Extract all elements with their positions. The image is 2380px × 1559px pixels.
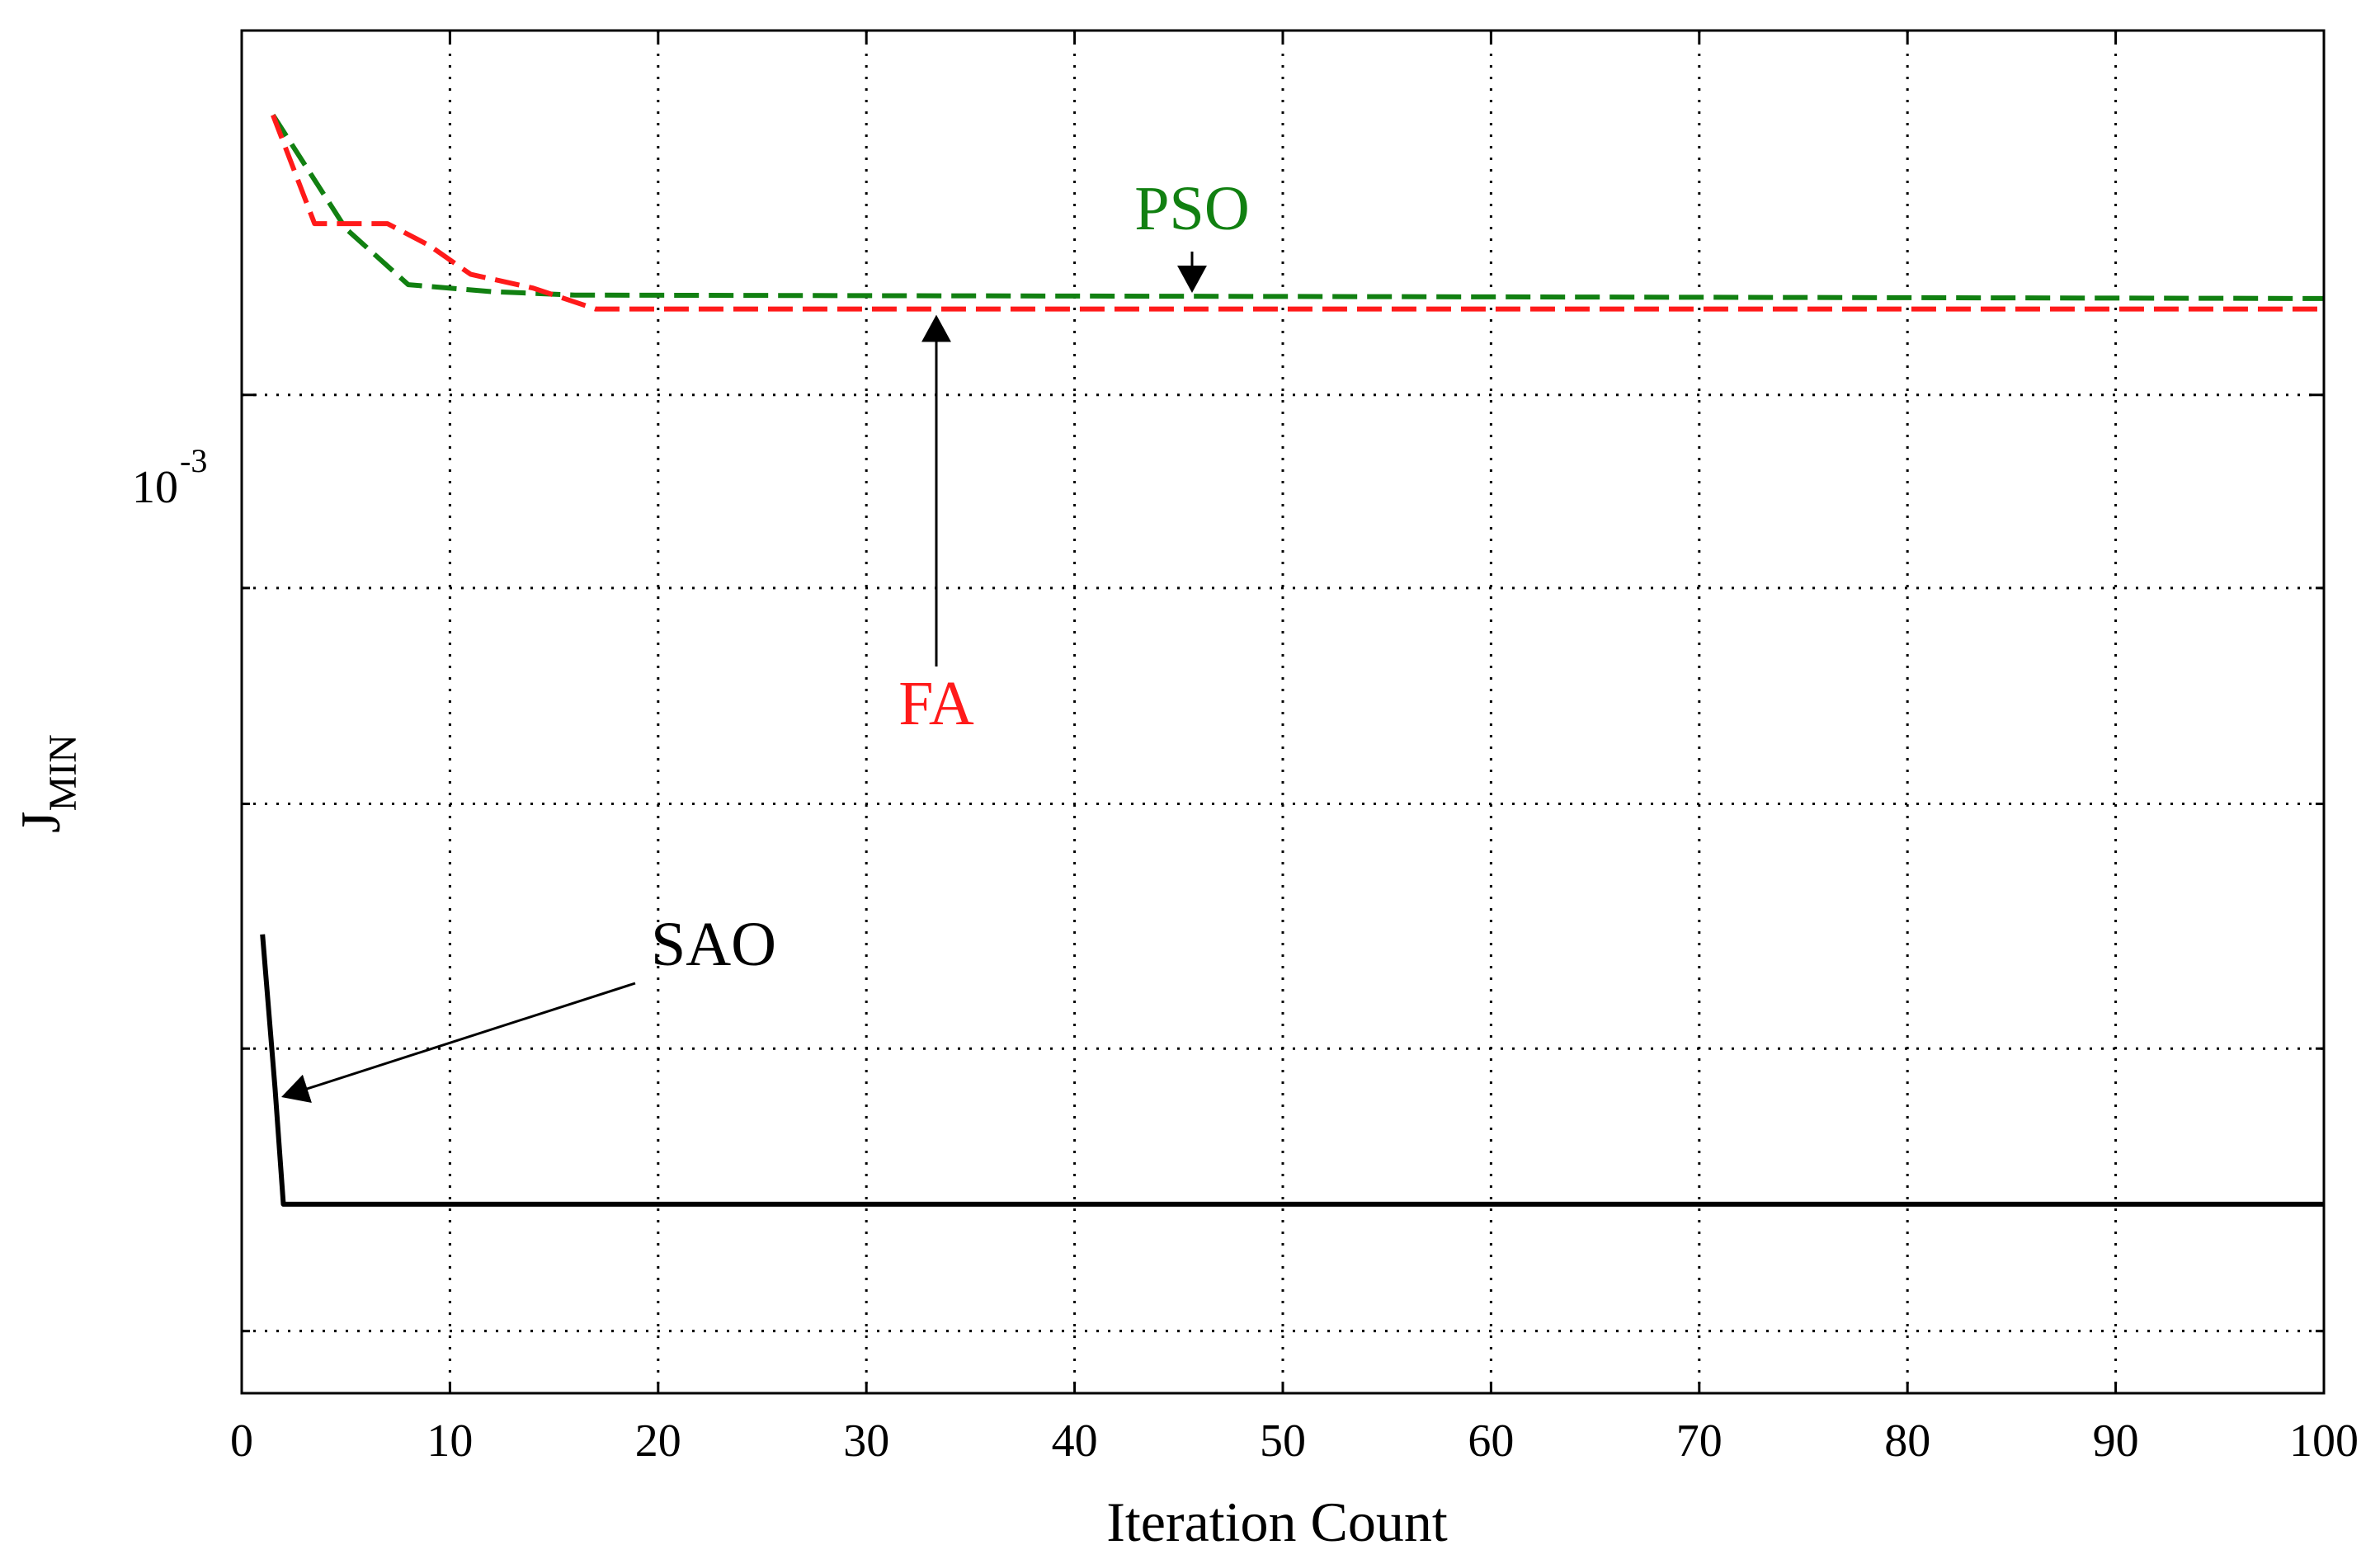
x-tick-label: 0 <box>230 1415 253 1467</box>
y-tick-label: 10 -3 <box>132 442 207 513</box>
annotation-label-sao: SAO <box>651 910 776 979</box>
x-tick-label: 30 <box>843 1415 889 1467</box>
y-axis-label-main: J <box>9 811 72 832</box>
y-tick-base: 10 <box>132 462 178 513</box>
series-layer <box>260 113 2325 1207</box>
y-tick-exponent: -3 <box>180 442 207 479</box>
x-tick-label: 100 <box>2289 1415 2359 1467</box>
annotation-label-fa: FA <box>898 669 974 738</box>
y-axis-label-subscript: MIN <box>41 734 85 811</box>
y-axis-label: JMIN <box>9 734 85 833</box>
x-tick-label: 90 <box>2093 1415 2139 1467</box>
series-sao-line <box>260 934 2324 1207</box>
ticks: 0 10 20 30 40 50 60 70 80 90 100 <box>230 31 2359 1467</box>
x-axis-label: Iteration Count <box>1106 1491 1448 1553</box>
x-tick-label: 40 <box>1052 1415 1098 1467</box>
x-tick-label: 50 <box>1260 1415 1306 1467</box>
annotations: PSO FA SAO <box>281 174 1250 1104</box>
x-tick-label: 20 <box>635 1415 681 1467</box>
grid <box>242 31 2324 1393</box>
x-tick-label: 10 <box>427 1415 473 1467</box>
svg-text:JMIN: JMIN <box>9 734 85 833</box>
series-fa-line <box>271 114 2324 312</box>
x-tick-label: 70 <box>1676 1415 1723 1467</box>
annotation-label-pso: PSO <box>1134 174 1249 243</box>
x-tick-label: 60 <box>1468 1415 1514 1467</box>
series-pso-line <box>271 113 2325 301</box>
x-tick-label: 80 <box>1884 1415 1930 1467</box>
annotation-arrow-sao <box>281 982 636 1104</box>
